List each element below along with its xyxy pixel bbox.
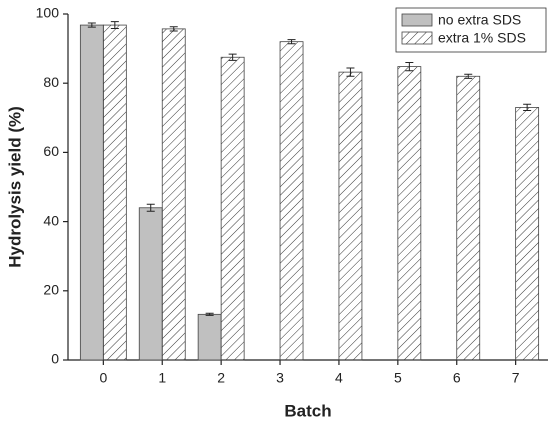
error-bar	[146, 203, 155, 212]
bar	[161, 28, 186, 361]
y-tick-label: 80	[43, 74, 59, 90]
error-bar	[228, 53, 237, 61]
y-tick-label: 60	[43, 143, 59, 159]
bar	[197, 313, 222, 361]
y-tick-label: 20	[43, 282, 59, 298]
x-tick-label: 6	[453, 370, 461, 386]
x-tick-label: 2	[217, 370, 225, 386]
bar	[220, 56, 245, 361]
error-bar	[523, 103, 532, 112]
bar	[338, 71, 363, 361]
bar	[79, 24, 104, 361]
x-tick-label: 1	[158, 370, 166, 386]
y-axis-label: Hydrolysis yield (%)	[5, 106, 24, 268]
x-tick-label: 0	[99, 370, 107, 386]
bar	[456, 75, 481, 361]
y-tick-label: 40	[43, 212, 59, 228]
bar	[279, 41, 304, 361]
error-bar	[205, 312, 214, 316]
bar	[138, 207, 163, 361]
error-bar	[169, 26, 178, 32]
bar	[397, 66, 422, 361]
x-tick-label: 7	[512, 370, 520, 386]
bar	[102, 24, 127, 361]
error-bar	[110, 21, 119, 30]
bar	[515, 107, 540, 361]
legend-swatch	[401, 13, 433, 27]
legend-label: extra 1% SDS	[438, 30, 526, 46]
legend-swatch	[401, 31, 433, 45]
x-axis-label: Batch	[284, 401, 331, 420]
error-bar	[405, 61, 414, 72]
y-tick-label: 0	[51, 351, 59, 367]
error-bar	[287, 39, 296, 45]
error-bar	[87, 22, 96, 28]
x-tick-label: 5	[394, 370, 402, 386]
error-bar	[346, 67, 355, 77]
x-tick-label: 3	[276, 370, 284, 386]
y-tick-label: 100	[36, 5, 60, 21]
error-bar	[464, 73, 473, 79]
legend-label: no extra SDS	[438, 12, 521, 28]
x-tick-label: 4	[335, 370, 343, 386]
